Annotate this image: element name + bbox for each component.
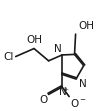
Text: O$^-$: O$^-$ xyxy=(70,97,87,109)
Text: N: N xyxy=(79,79,87,89)
Text: N: N xyxy=(59,87,67,97)
Text: O: O xyxy=(39,95,48,105)
Text: OH: OH xyxy=(78,21,94,32)
Text: Cl: Cl xyxy=(4,52,14,61)
Text: OH: OH xyxy=(27,35,43,45)
Text: $^+$: $^+$ xyxy=(62,86,70,95)
Text: N: N xyxy=(54,44,62,54)
